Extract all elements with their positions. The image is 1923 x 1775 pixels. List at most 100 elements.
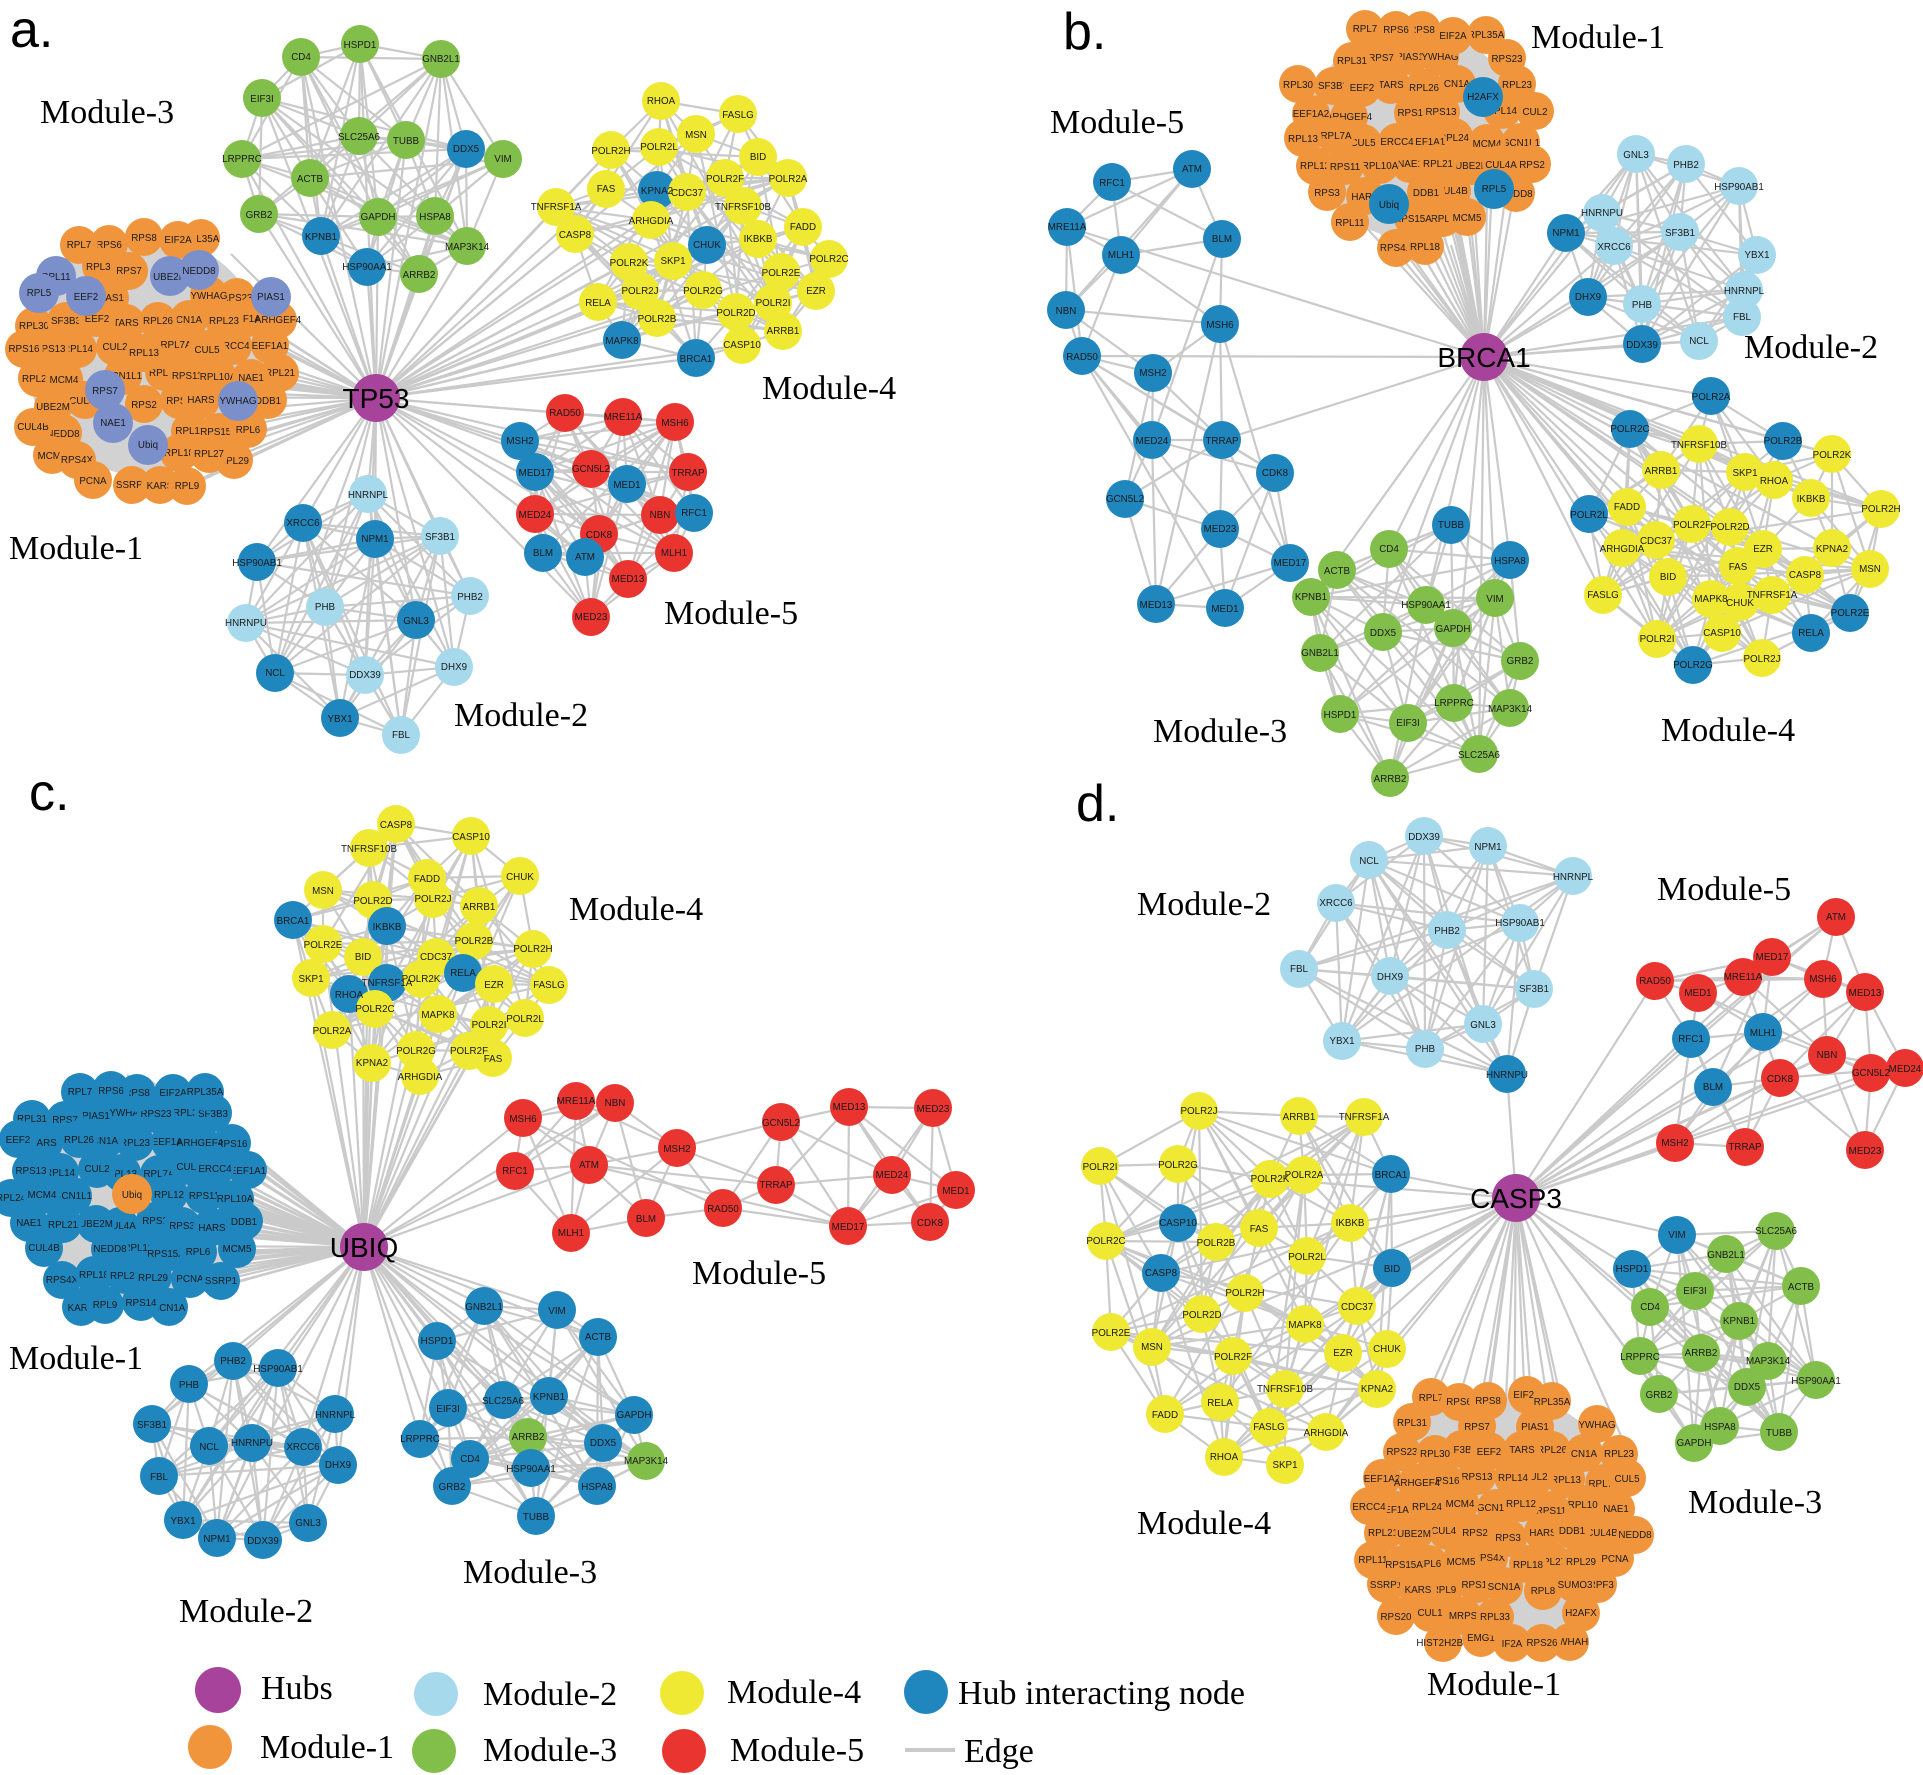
svg-text:CASP10: CASP10: [1159, 1218, 1197, 1229]
svg-text:SLC25A6: SLC25A6: [338, 132, 380, 143]
svg-text:EIF3I: EIF3I: [1683, 1286, 1706, 1297]
svg-text:RPL35A: RPL35A: [187, 1087, 224, 1098]
svg-text:RPL31: RPL31: [86, 262, 116, 273]
svg-text:RAD50: RAD50: [549, 408, 581, 419]
svg-text:CUL4A: CUL4A: [1431, 1526, 1463, 1537]
svg-text:Module-2: Module-2: [483, 1676, 617, 1713]
svg-text:GRB2: GRB2: [246, 210, 273, 221]
svg-text:LRPPRC: LRPPRC: [1434, 698, 1474, 709]
svg-text:MCM4: MCM4: [50, 375, 79, 386]
svg-text:YBX1: YBX1: [1329, 1036, 1354, 1047]
svg-text:a.: a.: [10, 1, 53, 59]
svg-text:MED24: MED24: [1889, 1064, 1922, 1075]
svg-text:RPS2: RPS2: [131, 400, 157, 411]
svg-text:DDX5: DDX5: [590, 1438, 617, 1449]
svg-text:Module-1: Module-1: [260, 1729, 394, 1766]
svg-text:POLR2D: POLR2D: [716, 308, 755, 319]
svg-text:RPL33: RPL33: [1480, 1612, 1511, 1623]
svg-text:RPS8: RPS8: [124, 1088, 150, 1099]
svg-text:TRRAP: TRRAP: [671, 468, 705, 479]
svg-text:RPL35A: RPL35A: [183, 234, 220, 245]
svg-text:EZR: EZR: [806, 286, 826, 297]
svg-text:MCM5: MCM5: [1453, 213, 1482, 224]
svg-text:POLR2J: POLR2J: [1180, 1106, 1217, 1117]
svg-text:RPS16: RPS16: [1428, 1476, 1460, 1487]
svg-text:MAP3K14: MAP3K14: [445, 242, 490, 253]
svg-text:MSN: MSN: [685, 130, 707, 141]
svg-text:CASP8: CASP8: [1145, 1268, 1178, 1279]
svg-text:UBIQ: UBIQ: [330, 1232, 398, 1263]
svg-text:RPL7A: RPL7A: [1320, 131, 1352, 142]
svg-text:BID: BID: [1660, 572, 1676, 583]
svg-text:CASP10: CASP10: [452, 832, 490, 843]
svg-text:RPS6: RPS6: [1446, 1397, 1472, 1408]
svg-text:NPM1: NPM1: [1474, 842, 1501, 853]
svg-text:NEDD8: NEDD8: [1618, 1530, 1652, 1541]
svg-text:TARS: TARS: [1509, 1445, 1535, 1456]
svg-text:RPS6: RPS6: [1383, 25, 1409, 36]
svg-text:PRPF3: PRPF3: [1582, 1580, 1614, 1591]
svg-text:RELA: RELA: [1798, 628, 1824, 639]
svg-text:MED13: MED13: [612, 574, 645, 585]
svg-text:ARHGEF4: ARHGEF4: [1326, 112, 1373, 123]
svg-text:MED23: MED23: [917, 1104, 950, 1115]
svg-text:EEF2: EEF2: [85, 314, 110, 325]
svg-text:UBE2M: UBE2M: [79, 1219, 113, 1230]
svg-text:KPNB1: KPNB1: [305, 232, 337, 243]
svg-text:RPS13: RPS13: [1425, 107, 1457, 118]
svg-text:MED17: MED17: [1274, 558, 1307, 569]
svg-text:ARHGDIA: ARHGDIA: [629, 216, 674, 227]
svg-text:PIAS1: PIAS1: [257, 292, 285, 303]
svg-text:Module-3: Module-3: [1153, 713, 1287, 750]
svg-text:CD4: CD4: [1640, 1302, 1660, 1313]
svg-text:RPS13: RPS13: [1461, 1472, 1493, 1483]
svg-text:TNFRSF1A: TNFRSF1A: [362, 978, 413, 989]
svg-text:RPL13: RPL13: [129, 348, 160, 359]
svg-text:EEF2: EEF2: [1477, 1447, 1502, 1458]
svg-text:BLM: BLM: [533, 548, 553, 559]
svg-text:RPL10A: RPL10A: [200, 372, 237, 383]
svg-text:KPNB1: KPNB1: [1723, 1316, 1755, 1327]
svg-text:YWHAH: YWHAH: [1552, 1637, 1588, 1648]
svg-text:RPL10A: RPL10A: [217, 1194, 254, 1205]
svg-text:TRRAP: TRRAP: [759, 1180, 793, 1191]
svg-text:RPS23: RPS23: [1491, 54, 1523, 65]
svg-text:SKP1: SKP1: [660, 256, 685, 267]
svg-text:RPL30: RPL30: [19, 321, 50, 332]
svg-text:POLR2B: POLR2B: [455, 936, 494, 947]
svg-text:YWHAG: YWHAG: [1578, 1420, 1615, 1431]
svg-text:PHB: PHB: [315, 602, 336, 613]
svg-text:GCN5L2: GCN5L2: [762, 1118, 800, 1129]
svg-text:DDX5: DDX5: [1370, 628, 1397, 639]
svg-text:PCNA: PCNA: [79, 476, 107, 487]
svg-text:RPL7: RPL7: [1419, 1393, 1444, 1404]
svg-text:Module-3: Module-3: [483, 1732, 617, 1769]
svg-text:RAD50: RAD50: [1066, 352, 1098, 363]
svg-text:KARS: KARS: [68, 1303, 95, 1314]
svg-text:MED13: MED13: [1849, 988, 1882, 999]
svg-text:XRCC6: XRCC6: [1597, 242, 1631, 253]
svg-text:RPS16: RPS16: [216, 1139, 248, 1150]
svg-text:BID: BID: [1384, 1264, 1400, 1275]
svg-text:MRE11A: MRE11A: [1724, 972, 1763, 983]
svg-text:POLR2G: POLR2G: [683, 286, 723, 297]
svg-text:RPL7: RPL7: [67, 240, 92, 251]
svg-text:EEF1A1: EEF1A1: [1409, 137, 1446, 148]
svg-text:RPS16: RPS16: [1397, 108, 1429, 119]
svg-text:POLR2D: POLR2D: [1182, 1310, 1221, 1321]
svg-text:GCN1L1: GCN1L1: [1502, 138, 1540, 149]
svg-text:SF3B3: SF3B3: [1318, 81, 1349, 92]
svg-text:RPS11: RPS11: [1330, 162, 1360, 173]
svg-text:RELA: RELA: [585, 298, 611, 309]
svg-text:MED1: MED1: [1211, 604, 1238, 615]
svg-text:DDX39: DDX39: [1626, 340, 1658, 351]
svg-text:PHB: PHB: [1415, 1044, 1436, 1055]
svg-text:RPL21: RPL21: [1423, 159, 1453, 170]
svg-text:RPL7: RPL7: [68, 1087, 93, 1098]
svg-text:RPL31: RPL31: [1397, 1418, 1427, 1429]
svg-text:MLH1: MLH1: [1108, 250, 1134, 261]
svg-text:ARRB1: ARRB1: [1283, 1112, 1316, 1123]
svg-text:BLM: BLM: [636, 1214, 656, 1225]
svg-text:EEF2: EEF2: [74, 292, 99, 303]
svg-text:RPS14: RPS14: [1461, 1580, 1493, 1591]
